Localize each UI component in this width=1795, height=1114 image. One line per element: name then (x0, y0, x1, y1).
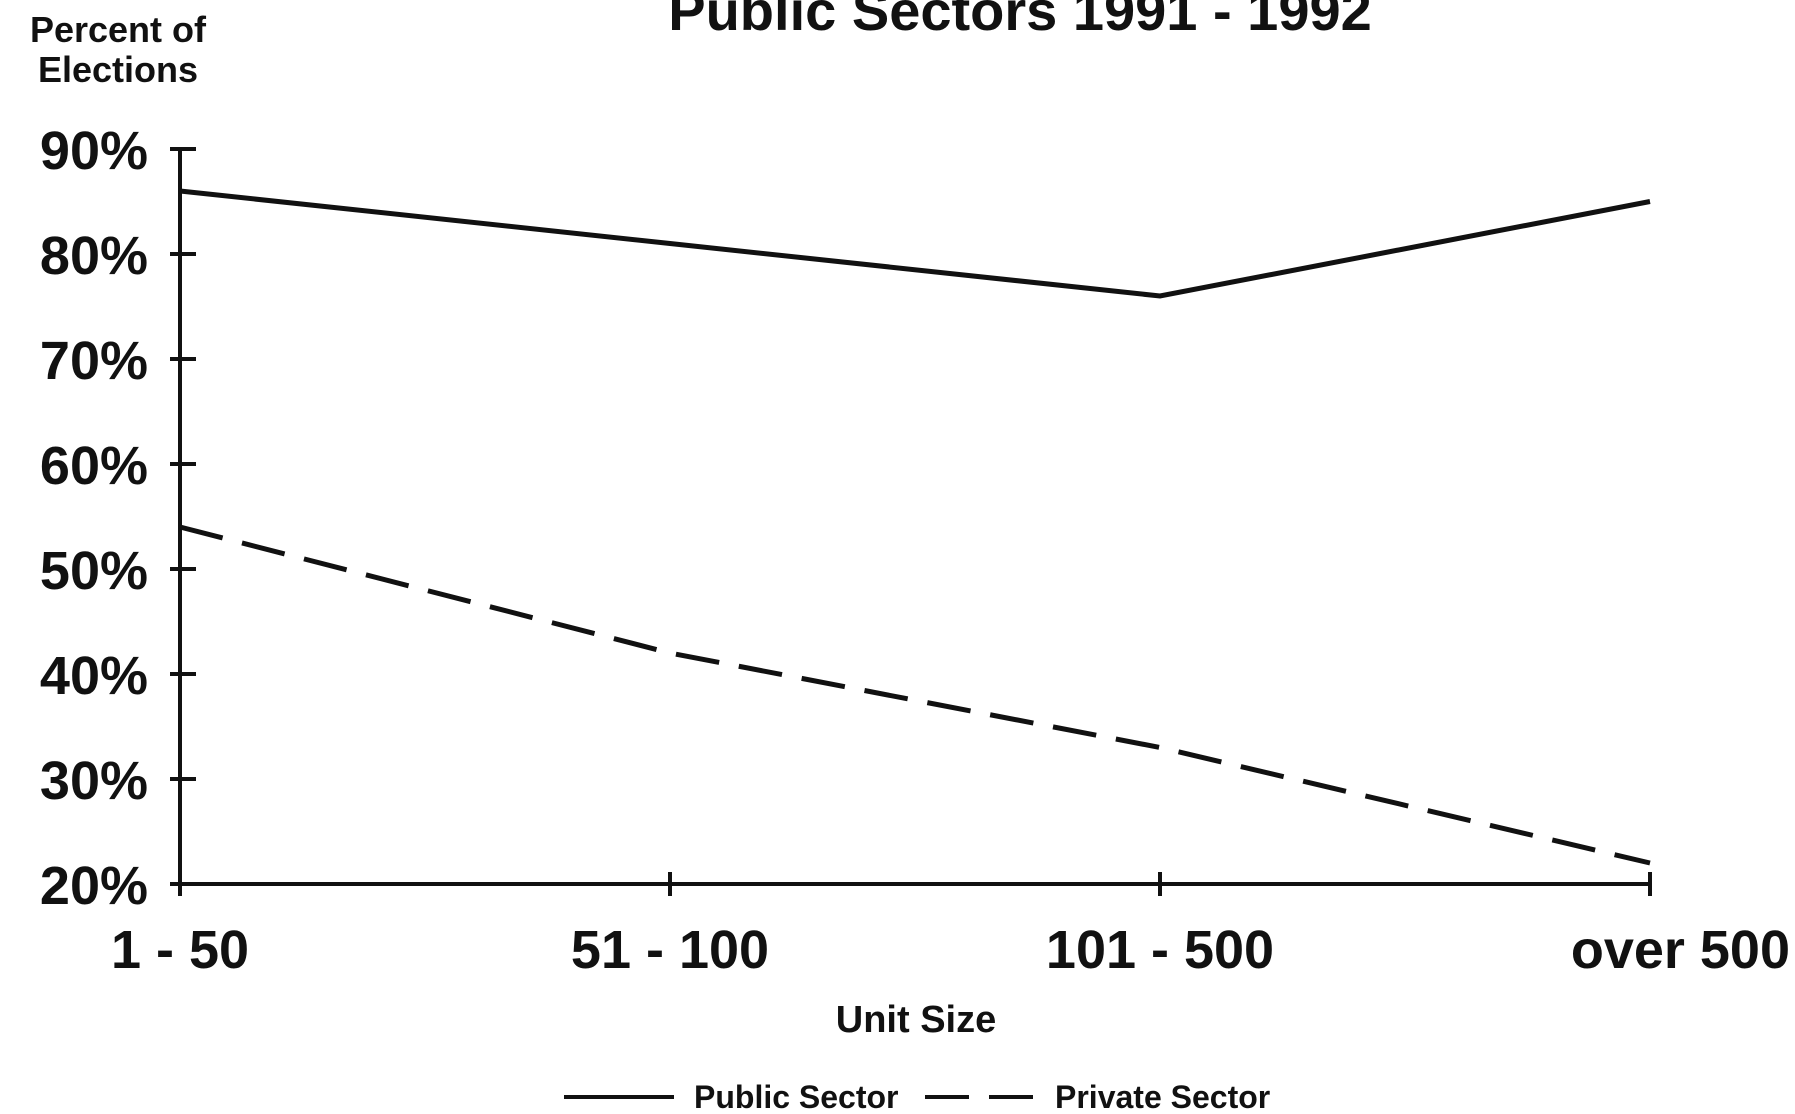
y-tick-label: 80% (40, 226, 148, 286)
y-tick-label: 70% (40, 331, 148, 391)
y-axis-label: Percent of Elections (29, 9, 207, 90)
x-tick-label: 1 - 50 (111, 920, 249, 980)
x-axis-label: Unit Size (836, 999, 996, 1041)
y-tick-label: 20% (40, 856, 148, 916)
legend-label: Private Sector (1055, 1079, 1270, 1114)
y-tick-label: 40% (40, 646, 148, 706)
y-tick-label: 90% (40, 121, 148, 181)
y-tick-label: 50% (40, 541, 148, 601)
legend-label: Public Sector (694, 1079, 899, 1114)
x-tick-label: 51 - 100 (571, 920, 769, 980)
series-line (179, 188, 1651, 299)
y-tick-label: 30% (40, 751, 148, 811)
x-tick-label: over 500 (1571, 920, 1790, 980)
chart-title: Public Sectors 1991 - 1992 (668, 0, 1372, 42)
series-line (179, 524, 1651, 866)
y-tick-label: 60% (40, 436, 148, 496)
x-tick-label: 101 - 500 (1046, 920, 1274, 980)
